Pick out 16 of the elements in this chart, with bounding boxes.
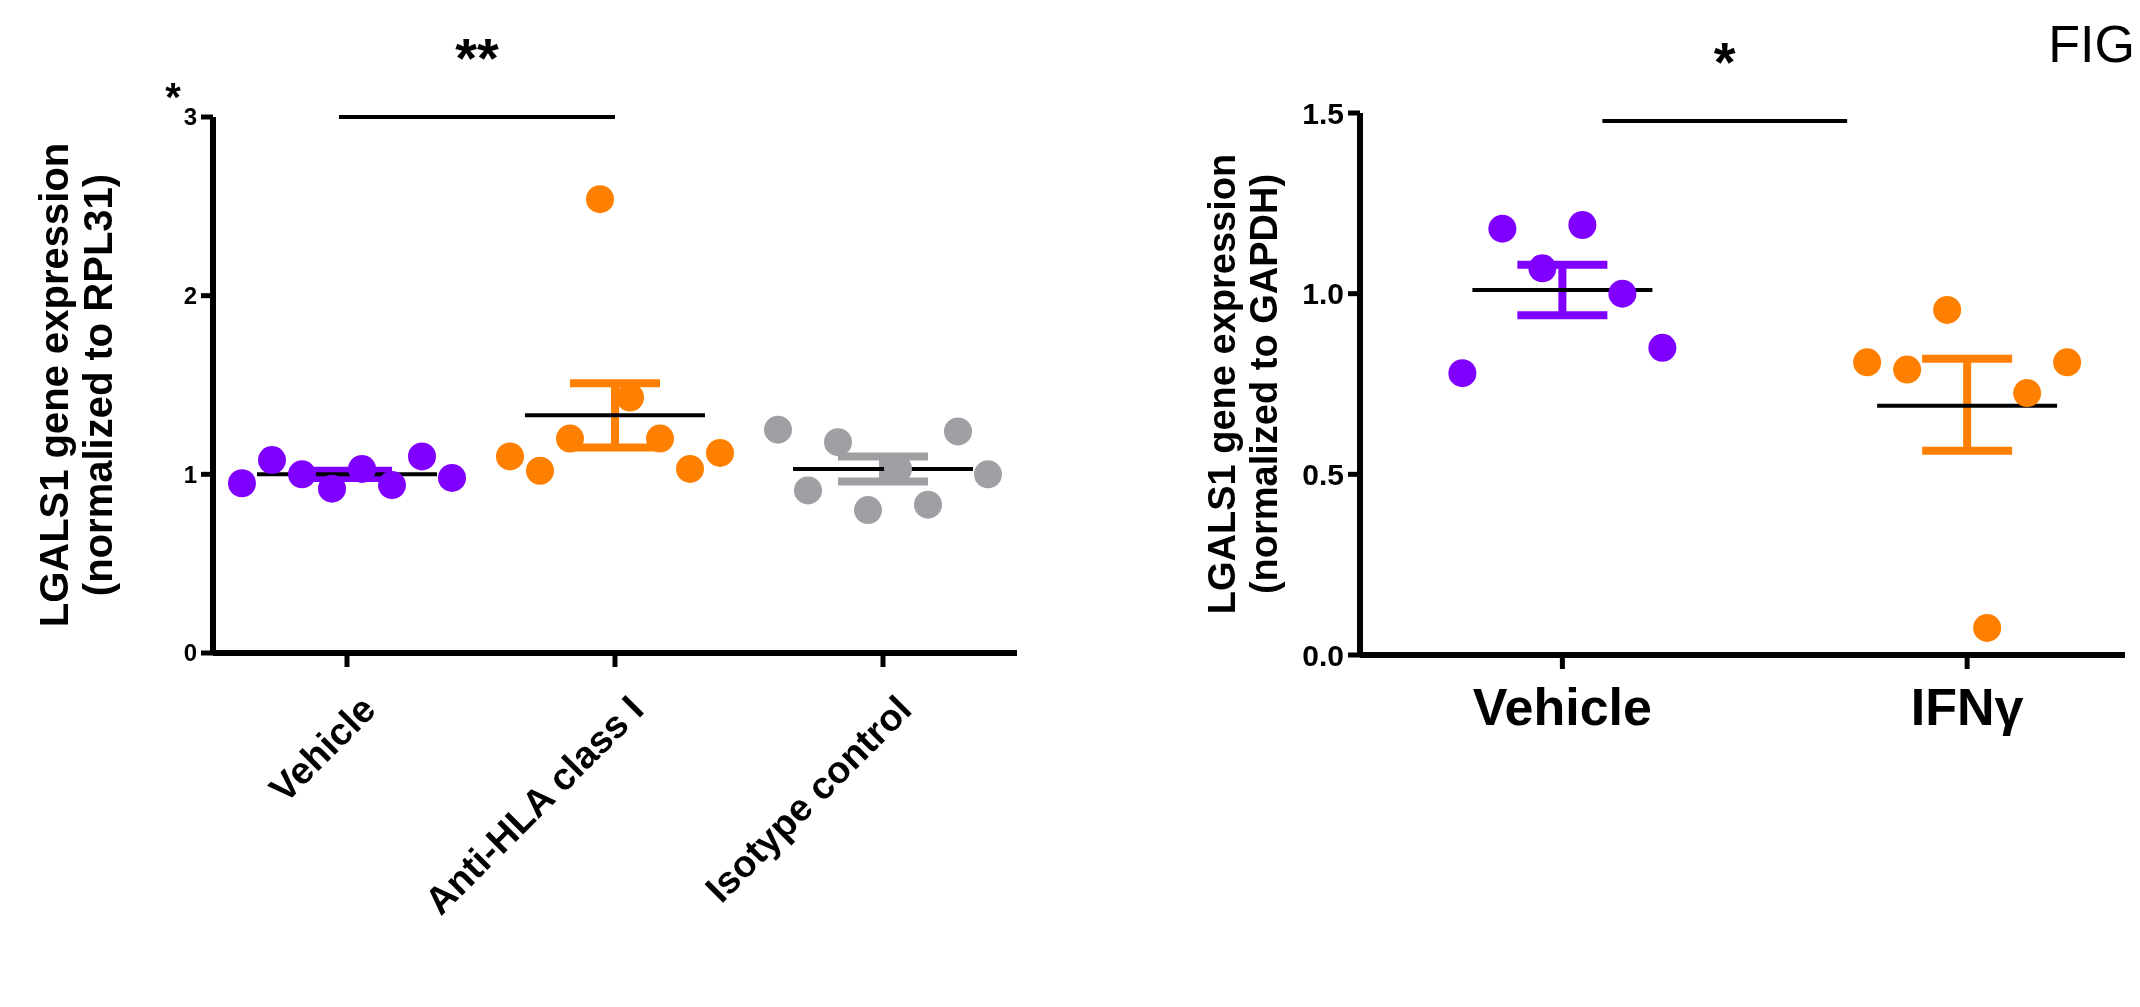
y-tick-label: 2 [183, 282, 197, 310]
y-tick-label: 1 [183, 460, 197, 488]
text: ** [455, 26, 499, 89]
x-tick-label: IFNγ [1910, 678, 2024, 736]
y-axis-title: LGALS1 gene expression (normalized to GAPDH) [1201, 153, 1285, 615]
text: FIG [2048, 15, 2135, 73]
y-tick-label: 0.5 [1302, 457, 1344, 491]
y-tick-label: 1.0 [1302, 277, 1344, 311]
y-tick-label: 0.0 [1302, 638, 1344, 672]
y-axis-title: LGALS1 gene expression (normalized to RPL31) [32, 142, 120, 628]
x-tick-label: Vehicle [1472, 678, 1652, 736]
y-tick-label: 0 [183, 639, 197, 667]
y-tick-label: 3 [183, 103, 197, 131]
text: * [165, 75, 182, 119]
y-tick-label: 1.5 [1302, 96, 1344, 130]
text: * [1713, 30, 1736, 93]
